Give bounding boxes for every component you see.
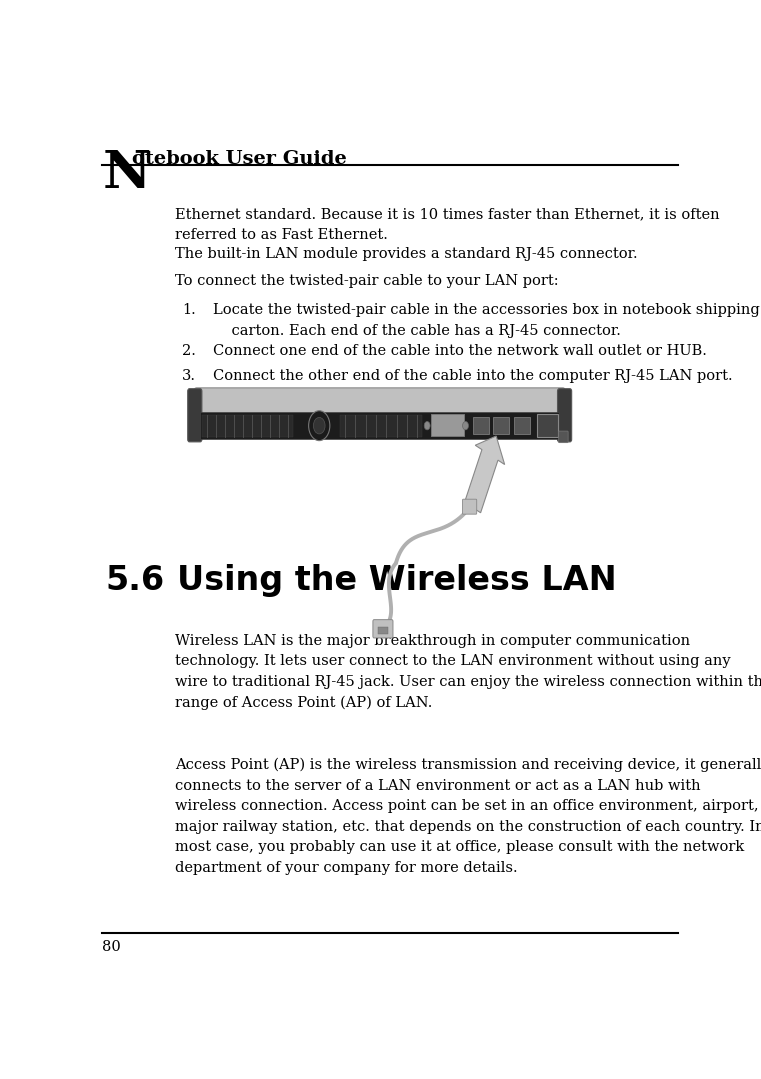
FancyBboxPatch shape [188,388,202,442]
Bar [200,412,559,439]
Text: 3.: 3. [182,369,196,383]
Text: Ethernet standard. Because it is 10 times faster than Ethernet, it is often
refe: Ethernet standard. Because it is 10 time… [175,207,719,242]
Text: The built-in LAN module provides a standard RJ-45 connector.: The built-in LAN module provides a stand… [175,247,638,261]
FancyBboxPatch shape [194,387,565,415]
Text: Using the Wireless LAN: Using the Wireless LAN [177,564,616,597]
Text: Access Point (AP) is the wireless transmission and receiving device, it generall: Access Point (AP) is the wireless transm… [175,757,761,875]
Bar [340,415,422,437]
Text: 5.6: 5.6 [106,564,165,597]
Text: 80: 80 [102,940,121,954]
FancyArrow shape [464,436,505,513]
Bar [377,627,388,633]
Circle shape [309,411,330,440]
Circle shape [463,422,469,429]
FancyBboxPatch shape [373,619,393,638]
Text: To connect the twisted-pair cable to your LAN port:: To connect the twisted-pair cable to you… [175,274,559,288]
Bar [493,416,509,434]
Text: 1.: 1. [182,303,196,317]
Text: Connect the other end of the cable into the computer RJ-45 LAN port.: Connect the other end of the cable into … [213,369,733,383]
Circle shape [424,422,430,429]
Text: Wireless LAN is the major breakthrough in computer communication
technology. It : Wireless LAN is the major breakthrough i… [175,633,761,710]
FancyBboxPatch shape [558,388,572,442]
FancyBboxPatch shape [463,500,476,515]
Bar [514,416,530,434]
Bar [431,414,463,436]
Bar [473,416,489,434]
Text: N: N [102,148,151,199]
Text: Connect one end of the cable into the network wall outlet or HUB.: Connect one end of the cable into the ne… [213,344,707,358]
Bar [202,415,293,437]
Bar [537,413,558,437]
Text: Locate the twisted-pair cable in the accessories box in notebook shipping
    ca: Locate the twisted-pair cable in the acc… [213,303,759,338]
FancyBboxPatch shape [559,432,568,442]
Text: otebook User Guide: otebook User Guide [132,150,346,168]
Circle shape [314,418,325,434]
Text: 2.: 2. [182,344,196,358]
